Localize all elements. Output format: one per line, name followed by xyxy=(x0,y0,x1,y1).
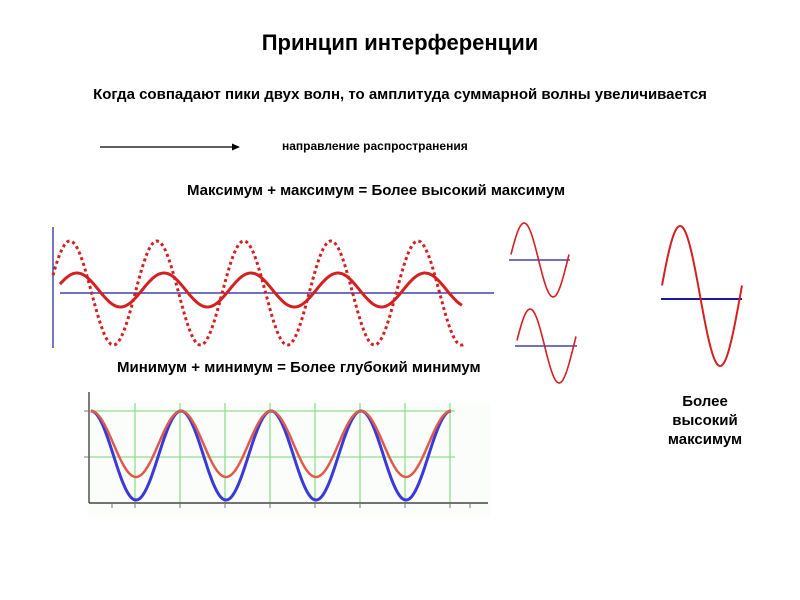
min-caption: Минимум + минимум = Более глубокий миним… xyxy=(117,359,481,376)
red-wave xyxy=(90,409,452,479)
graph-background xyxy=(88,403,490,518)
max-caption: Максимум + максимум = Более высокий макс… xyxy=(187,182,566,199)
higher-maximum-wave xyxy=(661,224,743,368)
component-wave-1 xyxy=(510,222,570,298)
higher-maximum-line-1: Более xyxy=(682,393,728,410)
page-title: Принцип интерференции xyxy=(261,30,539,55)
dotted-component-wave xyxy=(51,239,466,347)
higher-maximum-line-3: максимум xyxy=(667,431,743,448)
higher-maximum-label: Более высокий максимум xyxy=(650,392,760,449)
subtitle: Когда совпадают пики двух волн, то ампли… xyxy=(93,86,707,103)
component-wave-2 xyxy=(516,308,577,384)
direction-label: направление распространения xyxy=(282,139,468,153)
higher-maximum-line-2: высокий xyxy=(672,412,738,429)
graph-ticks xyxy=(84,410,471,508)
solid-sum-wave xyxy=(58,271,463,309)
